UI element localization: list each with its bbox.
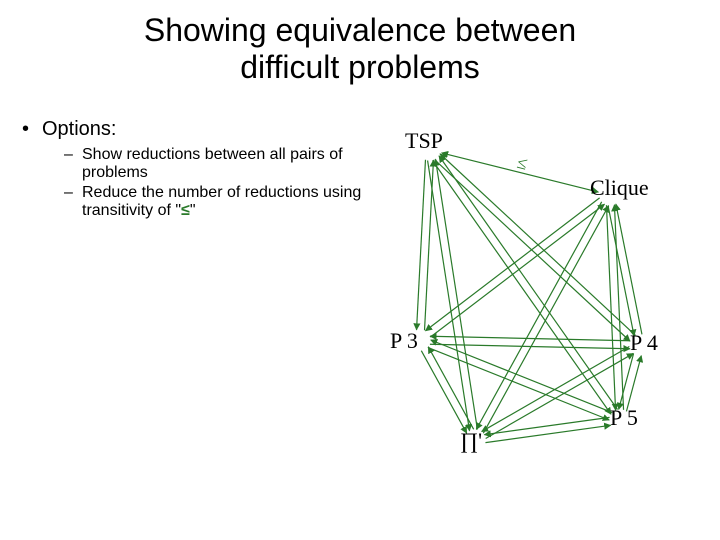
sub-bullet-2-text: Reduce the number of reductions using tr… [82, 184, 361, 219]
title-line-2: difficult problems [240, 49, 480, 85]
node-p3: P 3 [390, 328, 418, 354]
node-p5: P 5 [610, 405, 638, 431]
node-p4: P 4 [630, 330, 658, 356]
leq-symbol: ≤ [181, 202, 190, 219]
node-pi: ∏' [460, 428, 482, 454]
node-tsp: TSP [405, 128, 443, 154]
node-clique: Clique [590, 175, 649, 201]
slide-title: Showing equivalence between difficult pr… [0, 12, 720, 86]
reduction-diagram: ≤ TSPCliqueP 3P 4∏'P 5 [400, 130, 710, 510]
edge-leq-label: ≤ [515, 152, 530, 174]
diagram-svg: ≤ [400, 130, 710, 510]
close-quote: " [190, 202, 196, 219]
sub-bullet-2: Reduce the number of reductions using tr… [82, 184, 382, 221]
title-line-1: Showing equivalence between [144, 12, 576, 48]
slide: Showing equivalence between difficult pr… [0, 0, 720, 540]
bullet-options: Options: [42, 118, 116, 141]
sub-bullet-1: Show reductions between all pairs of pro… [82, 146, 382, 183]
